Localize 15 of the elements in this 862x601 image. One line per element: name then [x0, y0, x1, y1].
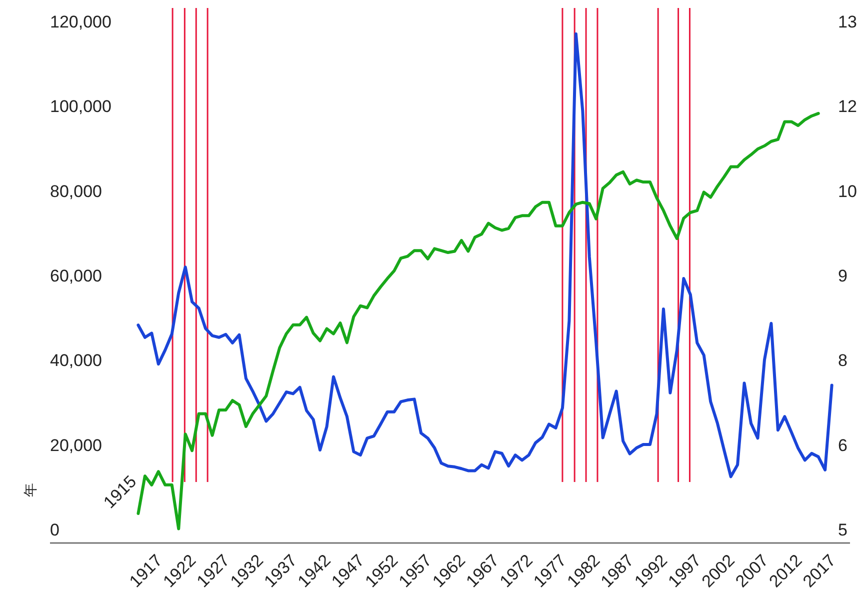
- y2-tick-label: 9: [838, 266, 848, 286]
- y2-tick-label: 13: [838, 12, 857, 32]
- y-tick-label: 60,000: [50, 266, 102, 286]
- y-axis-title: 年: [22, 483, 38, 497]
- y-tick-label: 20,000: [50, 436, 102, 455]
- y-tick-label: 100,000: [50, 97, 112, 116]
- y-tick-label: 80,000: [50, 182, 102, 201]
- y2-tick-label: 6: [838, 436, 848, 455]
- y-tick-label: 0: [50, 520, 60, 540]
- y2-tick-label: 10: [838, 182, 857, 201]
- y-tick-label: 120,000: [50, 12, 112, 32]
- y2-tick-label: 8: [838, 351, 848, 370]
- y2-tick-label: 5: [838, 520, 848, 540]
- y2-tick-label: 12: [838, 97, 857, 116]
- y-tick-label: 40,000: [50, 351, 102, 370]
